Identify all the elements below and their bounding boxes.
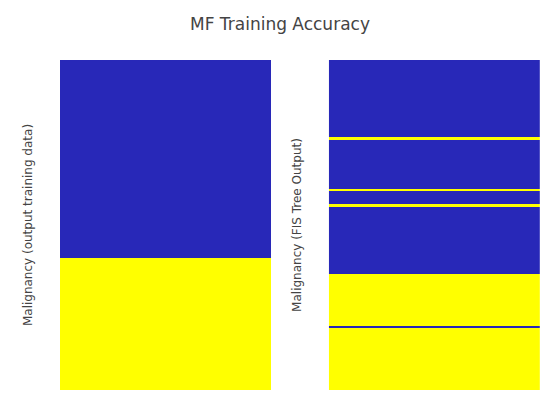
svg-text:MF Training Accuracy: MF Training Accuracy — [190, 14, 370, 34]
svg-text:Malignancy (output training da: Malignancy (output training data) — [21, 124, 35, 326]
svg-text:Malignancy (FIS Tree Output): Malignancy (FIS Tree Output) — [290, 138, 304, 312]
